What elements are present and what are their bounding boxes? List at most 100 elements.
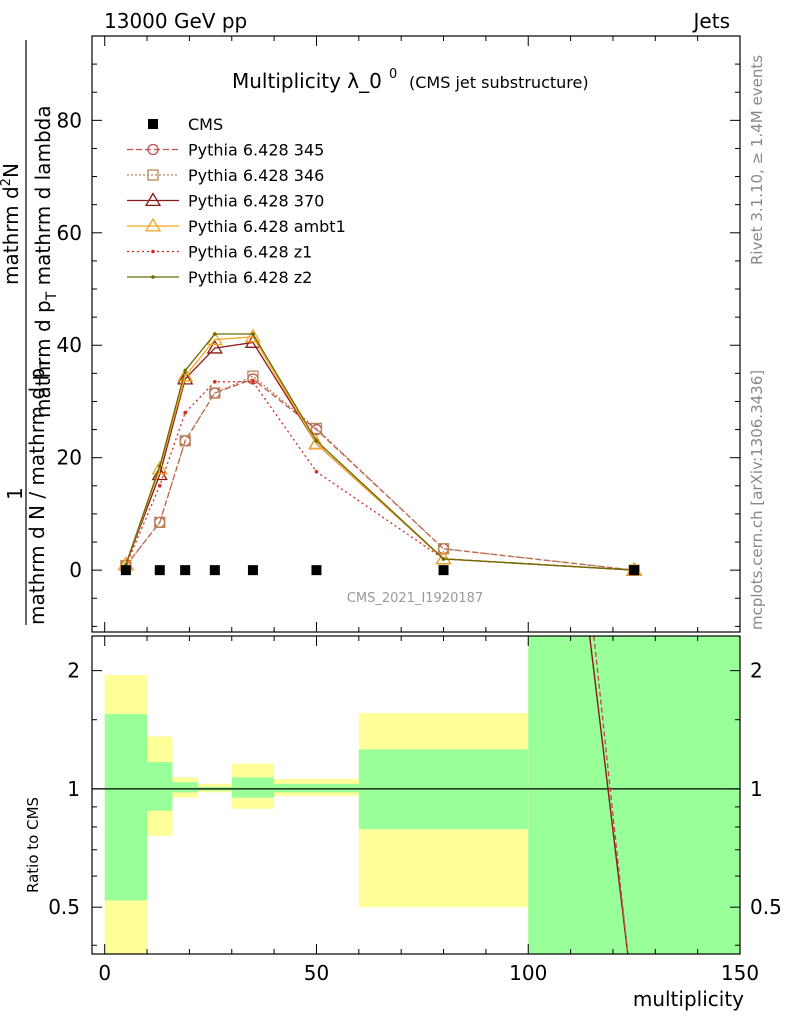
ratio-ytick-label-right: 1 — [750, 777, 763, 801]
main-ytick-label: 60 — [57, 221, 82, 245]
rivet-label: Rivet 3.1.10, ≥ 1.4M events — [748, 55, 766, 265]
data-point-dot — [183, 368, 187, 373]
cms-data-point — [629, 565, 640, 576]
legend-label: Pythia 6.428 346 — [188, 166, 324, 185]
cms-data-point — [148, 119, 158, 129]
header-jets: Jets — [692, 9, 730, 33]
cms-data-point — [120, 565, 131, 576]
data-point-square — [209, 387, 221, 399]
ratio-band-green — [528, 636, 740, 954]
legend-label: Pythia 6.428 z2 — [188, 268, 312, 287]
main-frame — [91, 35, 741, 633]
legend-item: Pythia 6.428 370 — [127, 192, 324, 211]
ratio-band-green — [274, 783, 359, 793]
series-line — [125, 375, 635, 571]
ratio-ytick-label: 1 — [67, 777, 80, 801]
legend-label: Pythia 6.428 370 — [188, 192, 324, 211]
ylabel-num: mathrm d2N — [0, 163, 23, 285]
data-point-dot — [251, 332, 255, 336]
plot-title: Multiplicity λ_0 0 (CMS jet substructure… — [232, 67, 589, 93]
series-line — [125, 341, 635, 571]
plot-title-sub: (CMS jet substructure) — [409, 73, 589, 92]
data-point-dot — [151, 275, 155, 279]
series-pythia-6-428-z2 — [124, 332, 636, 572]
ratio-ytick-label: 2 — [67, 659, 80, 683]
ratio-frame — [91, 635, 741, 955]
series-pythia-6-428-370 — [117, 334, 643, 576]
data-point-circle — [147, 143, 159, 156]
data-point-dot — [151, 249, 155, 254]
data-point-triangle — [308, 435, 325, 450]
main-ytick-label: 40 — [57, 333, 82, 357]
ratio-band-green — [147, 762, 173, 811]
data-point-square — [437, 543, 450, 555]
series-line — [125, 336, 635, 571]
cms-data-point — [154, 565, 165, 576]
xtick-label: 50 — [304, 961, 329, 985]
watermark: CMS_2021_I1920187 — [347, 591, 483, 606]
legend-label: Pythia 6.428 ambt1 — [188, 217, 346, 236]
data-point-square — [154, 516, 166, 529]
data-point-triangle — [177, 367, 194, 382]
data-point-dot — [213, 332, 217, 336]
legend-item: CMS — [148, 115, 223, 134]
header-energy: 13000 GeV pp — [104, 9, 247, 33]
legend-label: CMS — [188, 115, 223, 134]
cms-data-point — [438, 565, 449, 576]
data-point-triangle — [206, 339, 223, 354]
series-pythia-6-428-z1 — [124, 379, 636, 572]
data-point-dot — [183, 410, 187, 415]
series-line — [125, 381, 635, 571]
main-ylabel: 1 mathrm d N / mathrm d pT mathrm d2N ma… — [0, 40, 60, 625]
data-point-triangle — [151, 460, 168, 475]
cms-data-point — [180, 565, 191, 576]
legend-item: Pythia 6.428 z2 — [127, 268, 312, 287]
cms-data-point — [311, 565, 322, 576]
data-point-dot — [157, 464, 162, 468]
main-ytick-label: 0 — [69, 558, 82, 582]
data-point-triangle — [144, 192, 162, 207]
plot-title-main: Multiplicity λ_0 — [232, 69, 382, 93]
data-point-dot — [251, 379, 255, 384]
data-point-dot — [213, 379, 217, 384]
ratio-ytick-label: 0.5 — [48, 895, 80, 919]
main-plot: 0 20 40 60 80 — [57, 35, 741, 633]
series-pythia-6-428-346 — [120, 370, 640, 576]
ylabel-den: mathrm d pT mathrm d lambda — [31, 105, 60, 418]
ratio-line — [593, 635, 629, 955]
data-point-dot — [157, 484, 162, 488]
series-line — [125, 378, 635, 571]
legend-item: Pythia 6.428 z1 — [127, 243, 312, 262]
data-point-square — [179, 435, 191, 447]
data-point-triangle — [244, 328, 262, 343]
ratio-ylabel: Ratio to CMS — [24, 797, 42, 893]
legend-label: Pythia 6.428 345 — [188, 141, 324, 160]
legend-item: Pythia 6.428 346 — [127, 166, 324, 185]
data-point-dot — [314, 469, 319, 474]
data-point-square — [147, 169, 159, 181]
data-point-triangle — [435, 550, 452, 565]
data-point-triangle — [177, 370, 194, 385]
data-point-dot — [314, 439, 319, 443]
series-pythia-6-428-345 — [120, 373, 640, 576]
ratio-band-green — [172, 782, 198, 793]
ylabel-den-left: mathrm d N / mathrm d pT — [25, 359, 54, 625]
ratio-ytick-label-right: 0.5 — [750, 895, 782, 919]
legend-label: Pythia 6.428 z1 — [188, 243, 312, 262]
data-point-triangle — [144, 217, 162, 232]
xlabel: multiplicity — [633, 987, 744, 1011]
legend-item: Pythia 6.428 ambt1 — [127, 217, 346, 236]
legend-item: Pythia 6.428 345 — [127, 141, 324, 160]
main-ytick-label: 80 — [57, 108, 82, 132]
xtick-label: 0 — [98, 961, 111, 985]
xtick-label: 150 — [721, 961, 759, 985]
series-line — [125, 333, 635, 571]
cms-data-point — [247, 565, 258, 576]
ratio-band-green — [231, 777, 275, 798]
plot-title-sup: 0 — [389, 67, 397, 82]
ratio-band-green — [104, 714, 148, 901]
data-point-square — [310, 422, 323, 435]
xtick-label: 100 — [509, 961, 547, 985]
mcplots-label: mcplots.cern.ch [arXiv:1306.3436] — [748, 370, 766, 630]
